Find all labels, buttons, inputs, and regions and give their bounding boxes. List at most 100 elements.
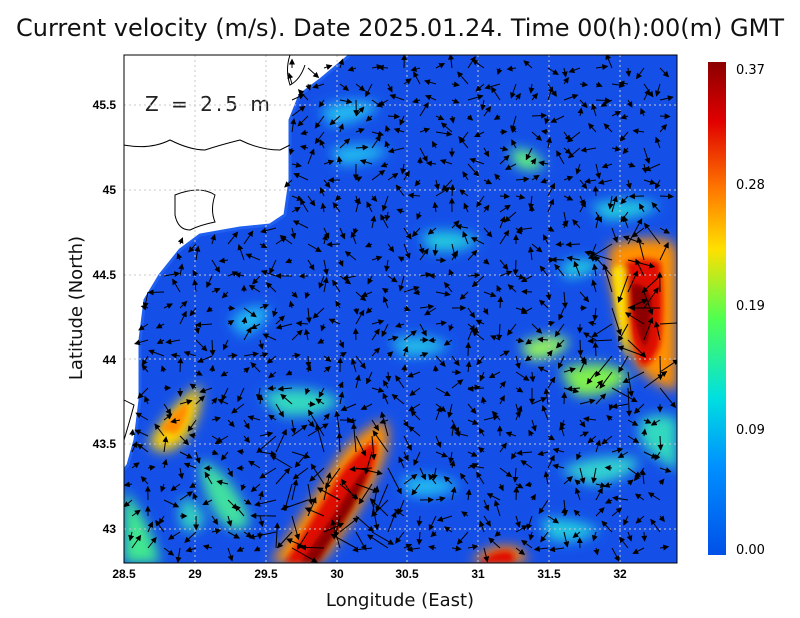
current-arrow bbox=[211, 528, 222, 535]
current-arrow bbox=[365, 115, 373, 122]
current-arrow bbox=[611, 145, 622, 152]
current-arrow bbox=[177, 237, 184, 245]
current-arrow bbox=[365, 307, 373, 314]
current-arrow bbox=[398, 456, 405, 469]
current-arrow bbox=[334, 410, 341, 437]
current-arrow bbox=[195, 339, 208, 352]
current-arrow bbox=[227, 547, 234, 562]
current-arrow bbox=[377, 64, 389, 71]
current-arrow bbox=[413, 451, 421, 466]
current-arrow bbox=[320, 202, 327, 213]
current-arrow bbox=[299, 144, 309, 151]
current-arrow bbox=[603, 123, 613, 133]
current-arrow bbox=[323, 179, 331, 189]
current-arrow bbox=[258, 490, 264, 501]
current-arrow bbox=[382, 392, 389, 405]
current-arrow bbox=[499, 350, 510, 357]
current-arrow bbox=[566, 385, 581, 392]
current-arrow bbox=[424, 94, 437, 101]
current-arrow bbox=[129, 428, 136, 437]
current-arrow bbox=[483, 105, 492, 117]
current-arrow bbox=[293, 173, 309, 181]
current-arrow bbox=[559, 423, 565, 437]
current-arrow bbox=[466, 114, 474, 121]
current-arrow bbox=[572, 531, 581, 539]
current-arrow bbox=[291, 547, 318, 563]
current-arrow bbox=[627, 419, 639, 426]
current-arrow bbox=[636, 236, 645, 261]
current-arrow bbox=[435, 130, 453, 137]
current-arrow bbox=[131, 441, 138, 453]
current-arrow bbox=[544, 115, 550, 125]
current-arrow bbox=[611, 447, 624, 454]
current-arrow bbox=[424, 79, 437, 86]
current-arrow bbox=[639, 203, 645, 213]
current-arrow bbox=[384, 125, 391, 133]
current-arrow bbox=[384, 259, 390, 272]
current-arrow bbox=[427, 227, 437, 235]
current-arrow bbox=[447, 403, 453, 419]
current-arrow bbox=[276, 531, 293, 549]
current-arrow bbox=[547, 182, 555, 197]
colorbar-label: 0.19 bbox=[736, 299, 765, 314]
current-arrow bbox=[467, 163, 480, 177]
current-arrow bbox=[496, 284, 502, 293]
current-arrow bbox=[275, 428, 287, 453]
current-arrow bbox=[131, 462, 140, 469]
current-arrow bbox=[272, 307, 278, 318]
y-tick-label: 43 bbox=[103, 522, 117, 536]
current-arrow bbox=[406, 546, 421, 553]
current-arrow bbox=[259, 467, 277, 479]
current-arrow bbox=[307, 243, 322, 253]
current-arrow bbox=[443, 281, 453, 293]
current-arrow bbox=[391, 393, 405, 405]
current-arrow bbox=[222, 339, 229, 351]
current-arrow bbox=[604, 464, 613, 471]
current-arrow bbox=[172, 278, 181, 293]
current-arrow bbox=[592, 185, 599, 197]
current-arrow bbox=[259, 242, 268, 248]
current-arrow bbox=[483, 178, 493, 185]
current-arrow bbox=[435, 387, 451, 397]
current-arrow bbox=[202, 499, 213, 505]
current-arrow bbox=[243, 367, 250, 374]
current-arrow bbox=[618, 536, 629, 549]
current-arrow bbox=[483, 499, 490, 512]
current-arrow bbox=[625, 67, 632, 77]
current-arrow bbox=[148, 349, 165, 357]
current-arrow bbox=[339, 138, 351, 149]
current-arrow bbox=[179, 399, 193, 405]
current-arrow bbox=[627, 339, 647, 358]
current-arrow bbox=[595, 81, 603, 88]
current-arrow bbox=[268, 371, 277, 379]
current-arrow bbox=[657, 435, 664, 451]
current-arrow bbox=[387, 83, 393, 93]
current-arrow bbox=[353, 307, 360, 315]
current-arrow bbox=[641, 531, 648, 542]
current-arrow bbox=[303, 328, 310, 341]
plot-frame bbox=[123, 54, 678, 564]
current-arrow bbox=[593, 547, 600, 556]
current-arrow bbox=[579, 291, 590, 303]
current-arrow bbox=[627, 259, 656, 269]
current-arrow bbox=[643, 147, 651, 165]
current-arrow bbox=[163, 271, 181, 278]
current-arrow bbox=[659, 123, 668, 133]
current-arrow bbox=[627, 479, 634, 486]
current-arrow bbox=[338, 339, 345, 349]
current-arrow bbox=[515, 371, 530, 381]
current-arrow bbox=[540, 177, 549, 184]
x-axis-title: Longitude (East) bbox=[326, 590, 474, 611]
current-arrow bbox=[573, 260, 581, 277]
current-arrow bbox=[248, 460, 261, 469]
current-arrow bbox=[459, 291, 469, 300]
current-arrow bbox=[355, 355, 366, 370]
current-arrow bbox=[506, 323, 517, 336]
current-arrow bbox=[607, 195, 614, 210]
current-arrow bbox=[531, 397, 548, 405]
current-arrow bbox=[467, 403, 477, 415]
current-arrow bbox=[407, 192, 421, 199]
map-title: Current velocity (m/s). Date 2025.01.24.… bbox=[16, 14, 784, 42]
current-arrow bbox=[322, 234, 328, 245]
current-arrow bbox=[479, 520, 485, 533]
